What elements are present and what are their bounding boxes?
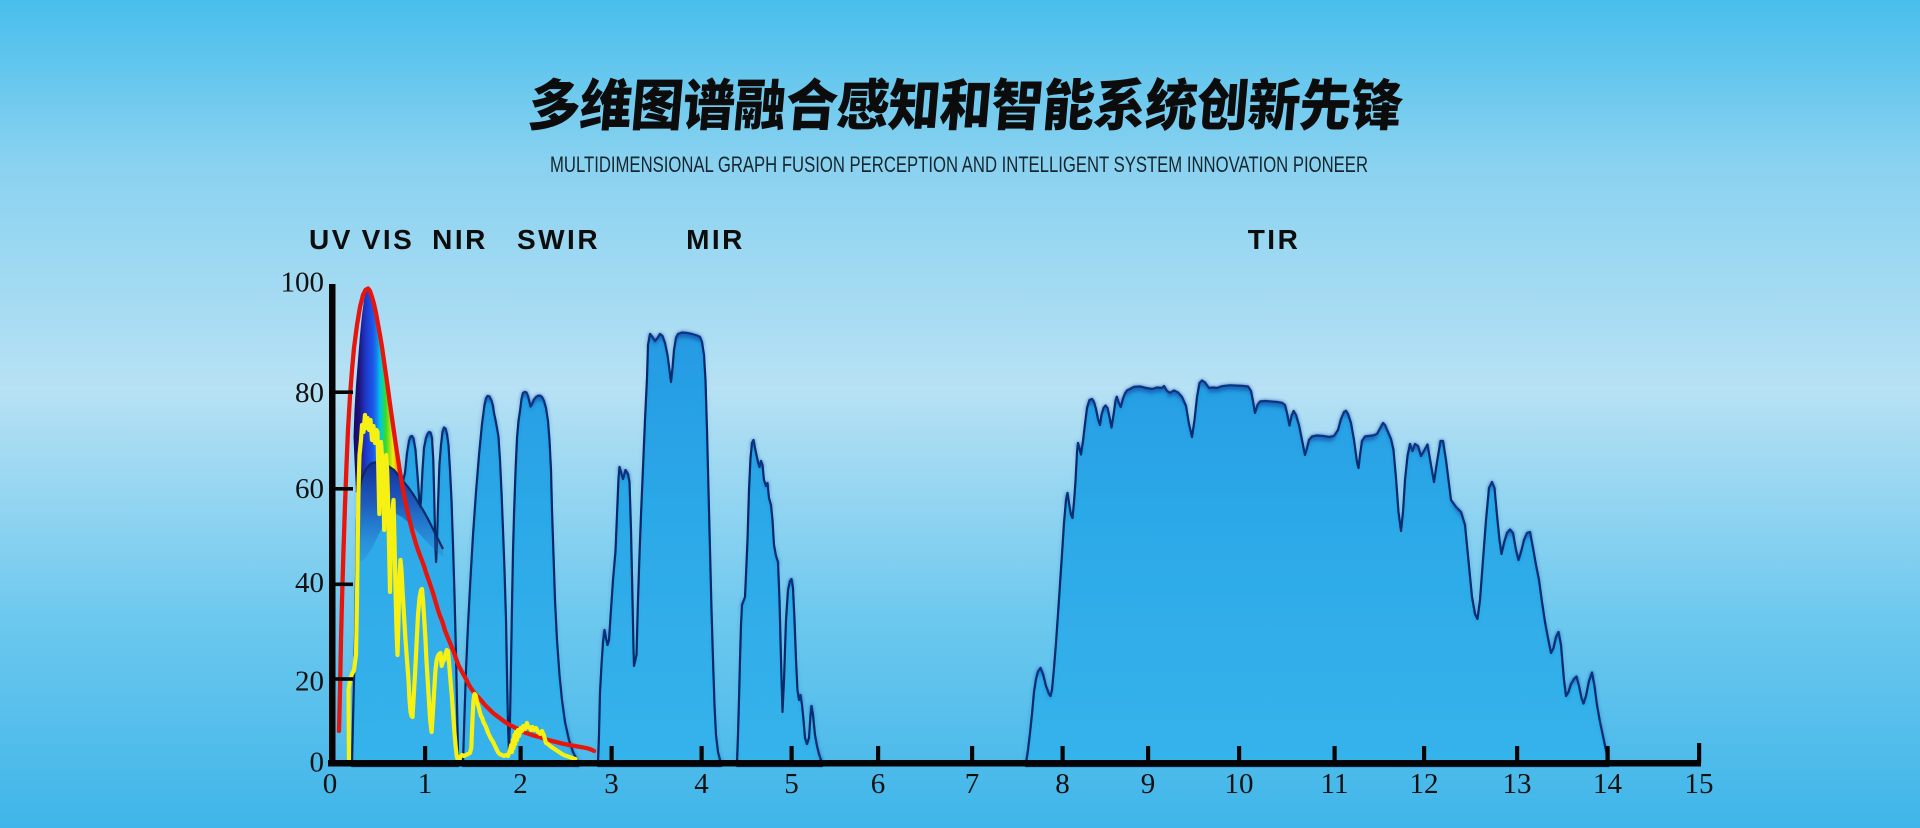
svg-text:1: 1 <box>418 768 433 800</box>
svg-text:15: 15 <box>1685 768 1714 800</box>
svg-text:10: 10 <box>1225 768 1254 800</box>
svg-text:VIS: VIS <box>362 224 415 255</box>
svg-text:3: 3 <box>604 768 619 800</box>
svg-text:80: 80 <box>295 377 324 409</box>
svg-text:6: 6 <box>871 768 886 800</box>
svg-text:13: 13 <box>1503 768 1532 800</box>
svg-text:MIR: MIR <box>686 224 745 255</box>
svg-text:4: 4 <box>694 768 709 800</box>
svg-text:20: 20 <box>295 666 324 698</box>
svg-text:TIR: TIR <box>1248 224 1301 255</box>
svg-text:NIR: NIR <box>432 224 488 255</box>
svg-text:0: 0 <box>310 747 325 779</box>
svg-text:SWIR: SWIR <box>517 224 600 255</box>
svg-text:60: 60 <box>295 473 324 505</box>
svg-text:8: 8 <box>1055 768 1070 800</box>
svg-text:0: 0 <box>323 768 338 800</box>
svg-text:12: 12 <box>1410 768 1439 800</box>
svg-text:100: 100 <box>281 267 325 299</box>
svg-text:UV: UV <box>309 224 353 255</box>
svg-text:14: 14 <box>1593 768 1623 800</box>
svg-text:40: 40 <box>295 567 324 599</box>
svg-text:7: 7 <box>965 768 980 800</box>
svg-text:MULTIDIMENSIONAL GRAPH FUSION: MULTIDIMENSIONAL GRAPH FUSION PERCEPTION… <box>550 152 1368 177</box>
svg-text:11: 11 <box>1321 768 1349 800</box>
svg-text:5: 5 <box>784 768 799 800</box>
svg-text:9: 9 <box>1141 768 1156 800</box>
svg-text:2: 2 <box>513 768 528 800</box>
